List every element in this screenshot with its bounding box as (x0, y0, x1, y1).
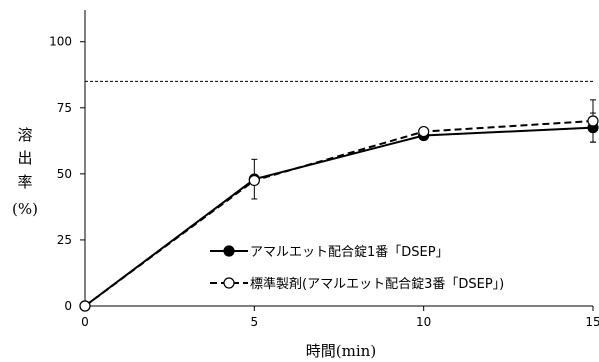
y-tick-label: 75 (57, 101, 72, 115)
legend-label-2: 標準製剤(アマルエット配合錠3番「DSEP」) (250, 276, 504, 292)
legend-marker-1 (223, 245, 235, 257)
x-tick-label: 15 (585, 315, 599, 329)
x-tick-label: 0 (81, 315, 89, 329)
x-axis-label: 時間(min) (306, 342, 376, 360)
y-axis-label-line-1: 溶 (17, 126, 32, 144)
legend: アマルエット配合錠1番「DSEP」標準製剤(アマルエット配合錠3番「DSEP」) (210, 245, 504, 292)
series-2-point (79, 300, 91, 312)
y-tick-label: 25 (57, 233, 72, 247)
y-axis-title: 溶 出 率 (%) (12, 126, 38, 218)
series-2-point (587, 115, 599, 127)
x-tick-label: 5 (251, 315, 259, 329)
y-axis-label-line-3: 率 (17, 173, 32, 191)
series-2-point (418, 125, 430, 138)
plot-area: 0 25 50 75 100 0 5 10 15 (49, 10, 599, 329)
legend-label-1: アマルエット配合錠1番「DSEP」 (250, 245, 449, 260)
y-axis-label-line-4: (%) (12, 200, 38, 218)
y-axis-label-line-2: 出 (17, 149, 32, 167)
y-tick-label: 0 (64, 299, 72, 313)
legend-marker-2 (223, 277, 235, 289)
y-tick-label: 50 (57, 167, 72, 181)
series-2-point (248, 174, 260, 187)
x-tick-label: 10 (416, 315, 431, 329)
series-line-2 (84, 120, 594, 307)
y-tick-label: 100 (49, 35, 72, 49)
